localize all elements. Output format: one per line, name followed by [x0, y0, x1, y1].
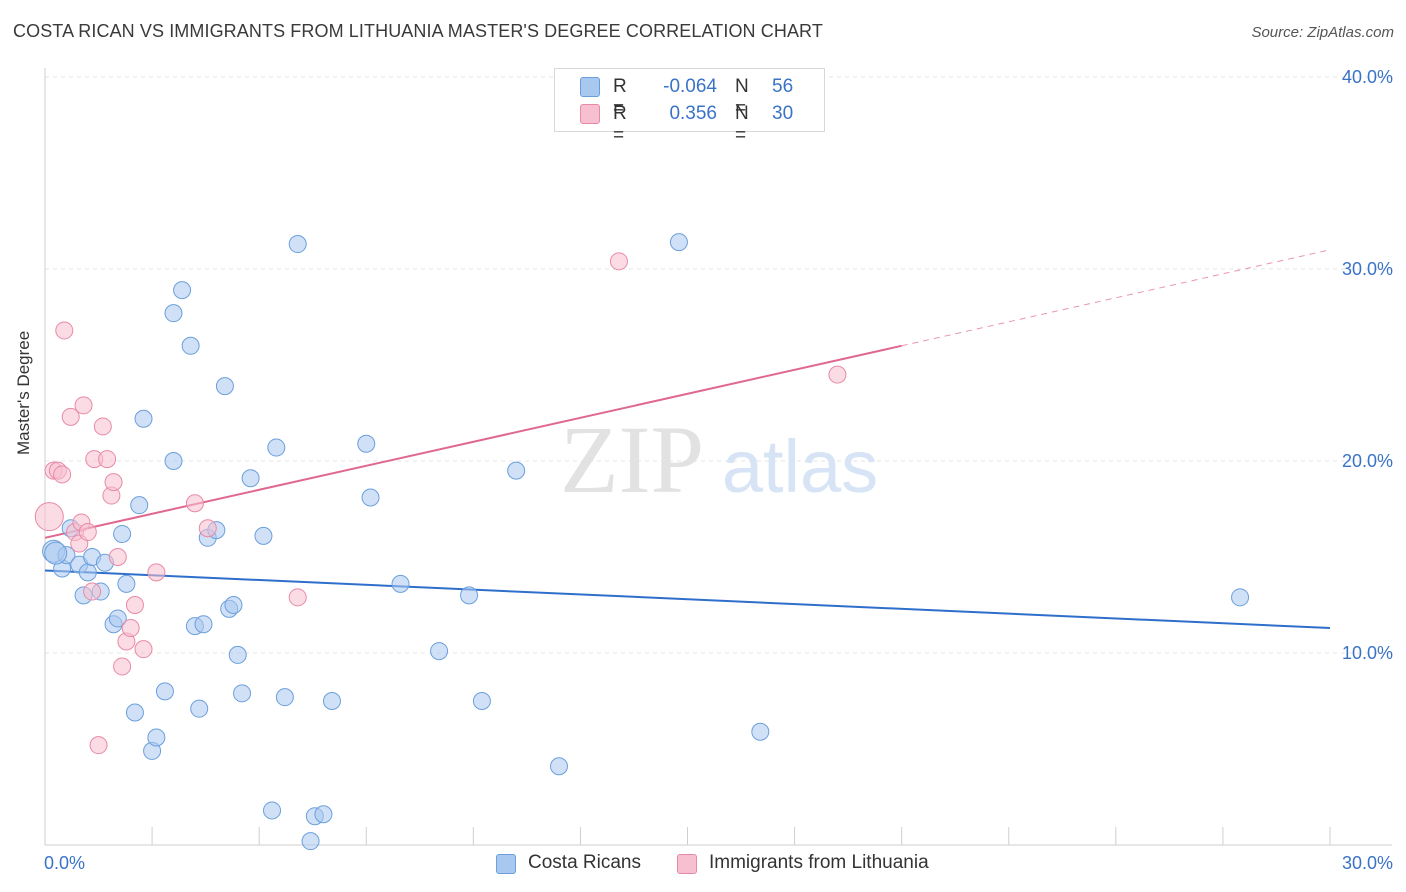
legend-swatch-blue: [496, 854, 516, 874]
point-lithuania: [104, 473, 123, 492]
grid-lines: [45, 76, 1392, 654]
data-points: [34, 233, 1250, 851]
point-lithuania: [134, 640, 153, 659]
point-lithuania: [609, 252, 628, 271]
point-lithuania: [125, 596, 144, 614]
point-costa-ricans: [301, 832, 320, 851]
point-costa-ricans: [361, 488, 380, 507]
point-costa-ricans: [751, 722, 770, 741]
y-tick-label: 30.0%: [1342, 259, 1393, 279]
point-costa-ricans: [669, 233, 688, 252]
point-costa-ricans: [113, 524, 132, 543]
point-costa-ricans: [190, 699, 209, 718]
point-costa-ricans: [78, 563, 97, 582]
n-value: 56: [772, 76, 794, 97]
point-lithuania: [53, 465, 72, 484]
point-costa-ricans: [117, 574, 136, 593]
point-lithuania: [34, 502, 64, 532]
point-lithuania: [828, 365, 847, 384]
point-costa-ricans: [44, 541, 68, 565]
y-axis-label: Master's Degree: [14, 330, 33, 455]
point-costa-ricans: [507, 461, 526, 480]
x-tick-label-min: 0.0%: [44, 853, 85, 873]
tick-labels: 10.0% 20.0% 30.0% 40.0% 0.0% 30.0%: [44, 67, 1393, 873]
point-costa-ricans: [173, 281, 192, 300]
source-label: Source: ZipAtlas.com: [1251, 24, 1394, 41]
point-lithuania: [93, 417, 112, 436]
legend-swatch-pink: [677, 854, 697, 874]
point-lithuania: [185, 494, 204, 513]
point-costa-ricans: [130, 496, 149, 515]
watermark-atlas: atlas: [722, 425, 878, 508]
point-costa-ricans: [164, 452, 183, 470]
point-lithuania: [89, 736, 108, 755]
point-costa-ricans: [164, 304, 183, 323]
y-tick-label: 10.0%: [1342, 643, 1393, 663]
point-costa-ricans: [224, 596, 243, 614]
y-tick-label: 40.0%: [1342, 67, 1393, 87]
point-lithuania: [78, 523, 97, 542]
point-costa-ricans: [125, 703, 144, 722]
n-label: N =: [735, 76, 749, 119]
point-costa-ricans: [194, 615, 213, 634]
point-costa-ricans: [233, 684, 252, 703]
point-lithuania: [61, 407, 80, 426]
point-costa-ricans: [1231, 588, 1250, 607]
point-costa-ricans: [267, 438, 286, 457]
legend-swatch-blue: [580, 77, 600, 97]
stats-legend: R = -0.064 N = 56 R = 0.356 N = 30: [554, 68, 825, 146]
trend-line-extension-1: [901, 249, 1331, 347]
watermark-zip: ZIP: [560, 406, 704, 513]
point-costa-ricans: [108, 609, 127, 628]
point-costa-ricans: [357, 434, 376, 453]
r-value: 0.356: [669, 103, 717, 124]
point-costa-ricans: [322, 692, 341, 710]
y-tick-label: 20.0%: [1342, 451, 1393, 471]
trend-line-0: [44, 569, 1331, 630]
r-label: R =: [613, 76, 627, 119]
point-lithuania: [98, 450, 117, 469]
point-costa-ricans: [472, 692, 491, 710]
point-costa-ricans: [134, 409, 153, 428]
point-lithuania: [198, 519, 217, 538]
point-costa-ricans: [314, 805, 333, 824]
point-costa-ricans: [147, 728, 166, 747]
r-label: R =: [613, 103, 627, 146]
point-lithuania: [74, 396, 93, 415]
point-lithuania: [83, 582, 102, 601]
chart-title: COSTA RICAN VS IMMIGRANTS FROM LITHUANIA…: [13, 21, 823, 41]
point-costa-ricans: [550, 757, 568, 776]
legend-swatch-pink: [580, 104, 600, 124]
point-costa-ricans: [391, 574, 410, 593]
point-costa-ricans: [288, 235, 307, 254]
legend-label: Immigrants from Lithuania: [709, 852, 929, 873]
point-costa-ricans: [228, 645, 247, 664]
point-costa-ricans: [155, 682, 174, 701]
point-lithuania: [288, 588, 307, 607]
r-value: -0.064: [663, 76, 717, 97]
point-lithuania: [147, 563, 166, 582]
point-lithuania: [121, 619, 140, 638]
point-costa-ricans: [275, 688, 294, 707]
point-costa-ricans: [215, 377, 234, 396]
point-costa-ricans: [263, 801, 282, 820]
point-costa-ricans: [460, 586, 479, 605]
legend-label: Costa Ricans: [528, 852, 641, 873]
point-lithuania: [55, 321, 74, 340]
axes: [44, 68, 1392, 846]
point-costa-ricans: [254, 526, 273, 545]
point-costa-ricans: [430, 642, 449, 661]
watermark: ZIP atlas: [560, 406, 878, 513]
x-tick-label-max: 30.0%: [1342, 853, 1393, 873]
point-costa-ricans: [181, 336, 200, 355]
point-lithuania: [113, 657, 132, 676]
n-label: N =: [735, 103, 749, 146]
n-value: 30: [772, 103, 794, 124]
point-lithuania: [108, 548, 127, 566]
point-costa-ricans: [241, 469, 260, 488]
